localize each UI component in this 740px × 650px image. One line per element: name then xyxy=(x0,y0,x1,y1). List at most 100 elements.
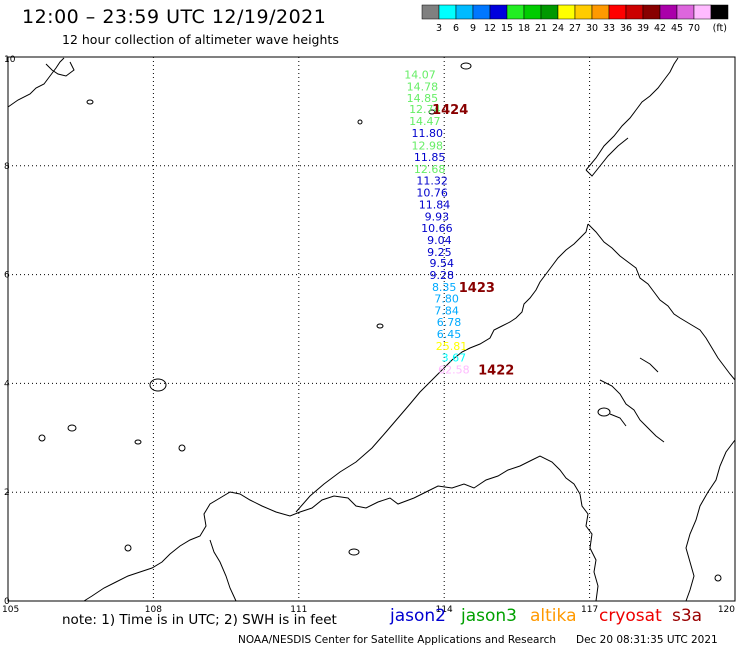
swh-label: 9.04 xyxy=(427,234,452,247)
legend-swatch xyxy=(574,4,593,20)
legend-label: 9 xyxy=(470,23,476,34)
coastline-vietnam xyxy=(7,57,75,108)
swh-label: 9.54 xyxy=(430,257,455,270)
footer-note: note: 1) Time is in UTC; 2) SWH is in fe… xyxy=(62,612,337,628)
swh-label: 12.74 xyxy=(409,103,441,116)
y-tick-label: 6 xyxy=(4,271,10,281)
island xyxy=(124,544,132,552)
footer-timestamp: Dec 20 08:31:35 UTC 2021 xyxy=(576,634,718,646)
time-label: 1424 xyxy=(432,103,468,118)
island xyxy=(67,424,77,432)
y-tick-label: 10 xyxy=(4,55,16,65)
y-tick-label: 8 xyxy=(4,162,10,172)
legend-label: 70 xyxy=(688,23,700,34)
legend-label: 3 xyxy=(436,23,442,34)
swh-label: 10.76 xyxy=(416,186,448,199)
legend-swatch xyxy=(455,4,474,20)
swh-label: 14.78 xyxy=(407,80,439,93)
swh-label: 11.32 xyxy=(416,174,448,187)
legend-label: 27 xyxy=(569,23,581,34)
swh-label: 14.07 xyxy=(404,68,436,81)
coastline-sulawesi xyxy=(685,439,736,602)
swh-label: 9.28 xyxy=(430,269,455,282)
legend-swatch xyxy=(693,4,712,20)
swh-label: 62.58 xyxy=(438,363,470,376)
coastline-north-borneo xyxy=(295,223,736,513)
legend-label: 45 xyxy=(671,23,683,34)
island xyxy=(149,378,167,392)
island xyxy=(178,444,186,452)
x-tick-label: 108 xyxy=(145,605,162,615)
y-tick-label: 0 xyxy=(4,597,10,607)
x-tick-label: 117 xyxy=(581,605,598,615)
footer-credit: NOAA/NESDIS Center for Satellite Applica… xyxy=(238,634,556,646)
legend-swatch xyxy=(676,4,695,20)
satellite-cryosat: cryosat xyxy=(599,606,662,626)
legend-swatch xyxy=(540,4,559,20)
island xyxy=(134,439,142,445)
legend-label: 30 xyxy=(586,23,598,34)
time-label: 1423 xyxy=(459,281,495,296)
small-islands xyxy=(38,62,722,582)
page-title: 12:00 – 23:59 UTC 12/19/2021 xyxy=(22,6,327,28)
swh-label: 6.78 xyxy=(437,316,462,329)
page-subtitle: 12 hour collection of altimeter wave hei… xyxy=(62,32,339,47)
swh-label: 6.45 xyxy=(437,328,462,341)
legend-label: 21 xyxy=(535,23,547,34)
x-tick-label: 120 xyxy=(718,605,735,615)
island xyxy=(376,323,384,329)
legend-label: 6 xyxy=(453,23,459,34)
swh-label: 3.67 xyxy=(442,351,467,364)
legend-label: 42 xyxy=(654,23,666,34)
legend-swatch xyxy=(523,4,542,20)
coastlines xyxy=(7,57,736,602)
swh-label: 7.84 xyxy=(434,305,459,318)
plot-frame xyxy=(7,56,736,602)
legend-label: 24 xyxy=(552,23,564,34)
legend-swatch xyxy=(642,4,661,20)
swh-labels: 14.0714.7814.8512.7414.4711.8012.9811.85… xyxy=(404,68,469,376)
satellite-jason3: jason3 xyxy=(461,606,517,626)
legend-unit: (ft) xyxy=(713,23,727,34)
x-tick-label: 105 xyxy=(2,605,19,615)
swh-label: 12.98 xyxy=(411,140,443,153)
swh-label: 9.25 xyxy=(427,246,452,259)
x-tick-label: 111 xyxy=(290,605,307,615)
legend-swatch xyxy=(438,4,457,20)
legend-label: 36 xyxy=(620,23,632,34)
swh-label: 12.68 xyxy=(414,163,446,176)
legend-label: 39 xyxy=(637,23,649,34)
swh-label: 8.35 xyxy=(432,281,457,294)
island xyxy=(357,119,363,125)
legend-swatch xyxy=(591,4,610,20)
legend-label: 33 xyxy=(603,23,615,34)
longitude-tick-labels: 105 108 111 114 117 120 xyxy=(2,605,735,615)
island xyxy=(597,407,611,417)
lat-lon-grid xyxy=(8,57,735,601)
legend-swatch xyxy=(557,4,576,20)
legend-swatch xyxy=(608,4,627,20)
coastline-borneo xyxy=(83,455,599,602)
y-tick-label: 2 xyxy=(4,488,10,498)
coastline-peninsula xyxy=(209,539,237,602)
legend-swatch xyxy=(506,4,525,20)
latitude-tick-labels: 0 2 4 6 8 10 xyxy=(4,55,16,607)
satellite-altika: altika xyxy=(530,606,577,626)
island xyxy=(38,434,46,442)
satellite-jason2: jason2 xyxy=(390,606,446,626)
coastline-east-islands xyxy=(599,357,665,443)
legend-swatch xyxy=(659,4,678,20)
time-labels: 1424 1423 1422 xyxy=(432,103,514,378)
color-legend: 3 6 9 12 15 18 21 24 27 30 33 36 39 42 45 70 (ft) xyxy=(421,4,729,34)
swh-label: 11.80 xyxy=(411,127,443,140)
island xyxy=(348,548,360,556)
swh-label: 9.93 xyxy=(425,210,450,223)
island xyxy=(86,99,94,105)
legend-swatch xyxy=(472,4,491,20)
legend-swatch xyxy=(625,4,644,20)
island xyxy=(460,62,472,70)
legend-label: 18 xyxy=(518,23,530,34)
legend-swatch xyxy=(421,4,440,20)
legend-label: 15 xyxy=(501,23,513,34)
